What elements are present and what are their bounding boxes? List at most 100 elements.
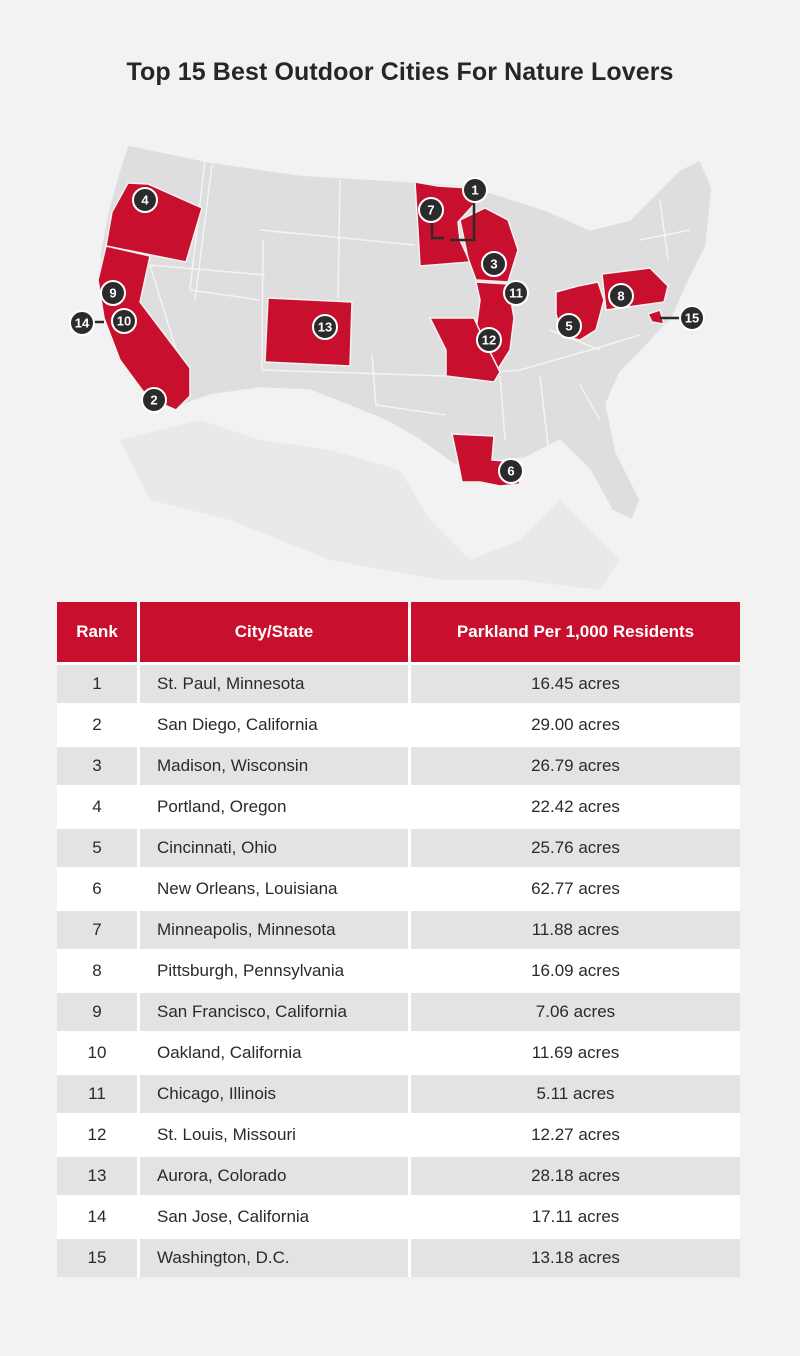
cell-parkland: 22.42 acres — [409, 785, 740, 828]
cell-text: Madison, Wisconsin — [157, 756, 309, 775]
cell-city-state: San Francisco, California — [138, 990, 411, 1033]
marker-label: 9 — [109, 286, 116, 301]
marker-label: 15 — [685, 311, 699, 326]
table-row: 10 Oakland, California 11.69 acres — [57, 1031, 740, 1074]
cell-text: Chicago, Illinois — [157, 1084, 277, 1103]
cell-parkland: 29.00 acres — [409, 703, 740, 746]
marker-label: 14 — [75, 316, 90, 331]
state-oregon — [105, 182, 203, 263]
cell-city-state: St. Paul, Minnesota — [138, 662, 411, 705]
cell-city-state: Oakland, California — [138, 1031, 411, 1074]
cell-text: Oakland, California — [157, 1043, 302, 1062]
cell-city-state: Minneapolis, Minnesota — [138, 908, 411, 951]
marker-label: 11 — [509, 286, 523, 301]
us-map: 1 2 3 4 5 6 7 8 9 10 11 12 13 14 15 — [69, 144, 713, 590]
marker-label: 13 — [318, 320, 332, 335]
table-header-row: Rank City/State Parkland Per 1,000 Resid… — [57, 602, 740, 664]
marker-5[interactable]: 5 — [556, 313, 582, 339]
cell-rank: 9 — [57, 990, 140, 1033]
marker-label: 1 — [471, 183, 478, 198]
cell-city-state: New Orleans, Louisiana — [138, 867, 411, 910]
cell-rank: 4 — [57, 785, 140, 828]
cell-parkland: 16.45 acres — [409, 662, 740, 705]
table-row: 4 Portland, Oregon 22.42 acres — [57, 785, 740, 828]
state-borders — [149, 159, 691, 446]
cell-text: St. Louis, Missouri — [157, 1125, 296, 1144]
cell-rank: 1 — [57, 662, 140, 705]
cell-parkland: 62.77 acres — [409, 867, 740, 910]
marker-12[interactable]: 12 — [476, 327, 502, 353]
cell-city-state: St. Louis, Missouri — [138, 1113, 411, 1156]
table-row: 8 Pittsburgh, Pennsylvania 16.09 acres — [57, 949, 740, 992]
table-row: 7 Minneapolis, Minnesota 11.88 acres — [57, 908, 740, 951]
mexico-silhouette — [120, 420, 620, 590]
cell-rank: 11 — [57, 1072, 140, 1115]
marker-15[interactable]: 15 — [679, 305, 705, 331]
table-row: 14 San Jose, California 17.11 acres — [57, 1195, 740, 1238]
cell-city-state: San Jose, California — [138, 1195, 411, 1238]
cell-city-state: Madison, Wisconsin — [138, 744, 411, 787]
cell-city-state: Portland, Oregon — [138, 785, 411, 828]
marker-11[interactable]: 11 — [503, 280, 529, 306]
cell-parkland: 5.11 acres — [409, 1072, 740, 1115]
cell-text: Washington, D.C. — [157, 1248, 290, 1267]
table-row: 11 Chicago, Illinois 5.11 acres — [57, 1072, 740, 1115]
marker-14[interactable]: 14 — [69, 310, 95, 336]
cell-city-state: Aurora, Colorado — [138, 1154, 411, 1197]
cell-rank: 6 — [57, 867, 140, 910]
cell-parkland: 17.11 acres — [409, 1195, 740, 1238]
cell-text: St. Paul, Minnesota — [157, 674, 305, 693]
marker-label: 7 — [427, 203, 434, 218]
cell-parkland: 13.18 acres — [409, 1236, 740, 1277]
marker-6[interactable]: 6 — [498, 458, 524, 484]
table-row: 13 Aurora, Colorado 28.18 acres — [57, 1154, 740, 1197]
marker-3[interactable]: 3 — [481, 251, 507, 277]
cell-city-state: Chicago, Illinois — [138, 1072, 411, 1115]
table-row: 9 San Francisco, California 7.06 acres — [57, 990, 740, 1033]
cell-parkland: 25.76 acres — [409, 826, 740, 869]
cell-city-state: Washington, D.C. — [138, 1236, 411, 1277]
cell-city-state: Cincinnati, Ohio — [138, 826, 411, 869]
table-row: 1 St. Paul, Minnesota 16.45 acres — [57, 662, 740, 705]
marker-label: 3 — [490, 257, 497, 272]
marker-label: 5 — [565, 319, 572, 334]
marker-10[interactable]: 10 — [111, 308, 137, 334]
header-rank: Rank — [57, 602, 140, 664]
cell-rank: 8 — [57, 949, 140, 992]
cell-rank: 13 — [57, 1154, 140, 1197]
marker-4[interactable]: 4 — [132, 187, 158, 213]
marker-1[interactable]: 1 — [462, 177, 488, 203]
marker-13[interactable]: 13 — [312, 314, 338, 340]
cell-text: Cincinnati, Ohio — [157, 838, 278, 857]
header-city-state: City/State — [138, 602, 411, 664]
cell-text: Portland, Oregon — [157, 797, 287, 816]
table-row: 3 Madison, Wisconsin 26.79 acres — [57, 744, 740, 787]
cell-rank: 5 — [57, 826, 140, 869]
cell-text: Pittsburgh, Pennsylvania — [157, 961, 345, 980]
cell-parkland: 28.18 acres — [409, 1154, 740, 1197]
cell-rank: 7 — [57, 908, 140, 951]
cell-parkland: 11.69 acres — [409, 1031, 740, 1074]
cell-rank: 10 — [57, 1031, 140, 1074]
marker-7[interactable]: 7 — [418, 197, 444, 223]
marker-label: 2 — [150, 393, 157, 408]
ranking-table: Rank City/State Parkland Per 1,000 Resid… — [57, 602, 740, 1277]
table-row: 15 Washington, D.C. 13.18 acres — [57, 1236, 740, 1277]
state-colorado — [264, 297, 353, 367]
cell-parkland: 26.79 acres — [409, 744, 740, 787]
cell-rank: 2 — [57, 703, 140, 746]
table-row: 5 Cincinnati, Ohio 25.76 acres — [57, 826, 740, 869]
table-row: 2 San Diego, California 29.00 acres — [57, 703, 740, 746]
marker-label: 12 — [482, 333, 496, 348]
table-body: 1 St. Paul, Minnesota 16.45 acres 2 San Dieg… — [57, 662, 740, 1277]
marker-label: 10 — [117, 314, 131, 329]
cell-text: Minneapolis, Minnesota — [157, 920, 336, 939]
marker-8[interactable]: 8 — [608, 283, 634, 309]
state-missouri — [428, 317, 501, 383]
marker-9[interactable]: 9 — [100, 280, 126, 306]
marker-2[interactable]: 2 — [141, 387, 167, 413]
cell-text: San Francisco, California — [157, 1002, 347, 1021]
header-parkland: Parkland Per 1,000 Residents — [409, 602, 740, 664]
page-title: Top 15 Best Outdoor Cities For Nature Lo… — [126, 58, 674, 86]
cell-text: New Orleans, Louisiana — [157, 879, 338, 898]
